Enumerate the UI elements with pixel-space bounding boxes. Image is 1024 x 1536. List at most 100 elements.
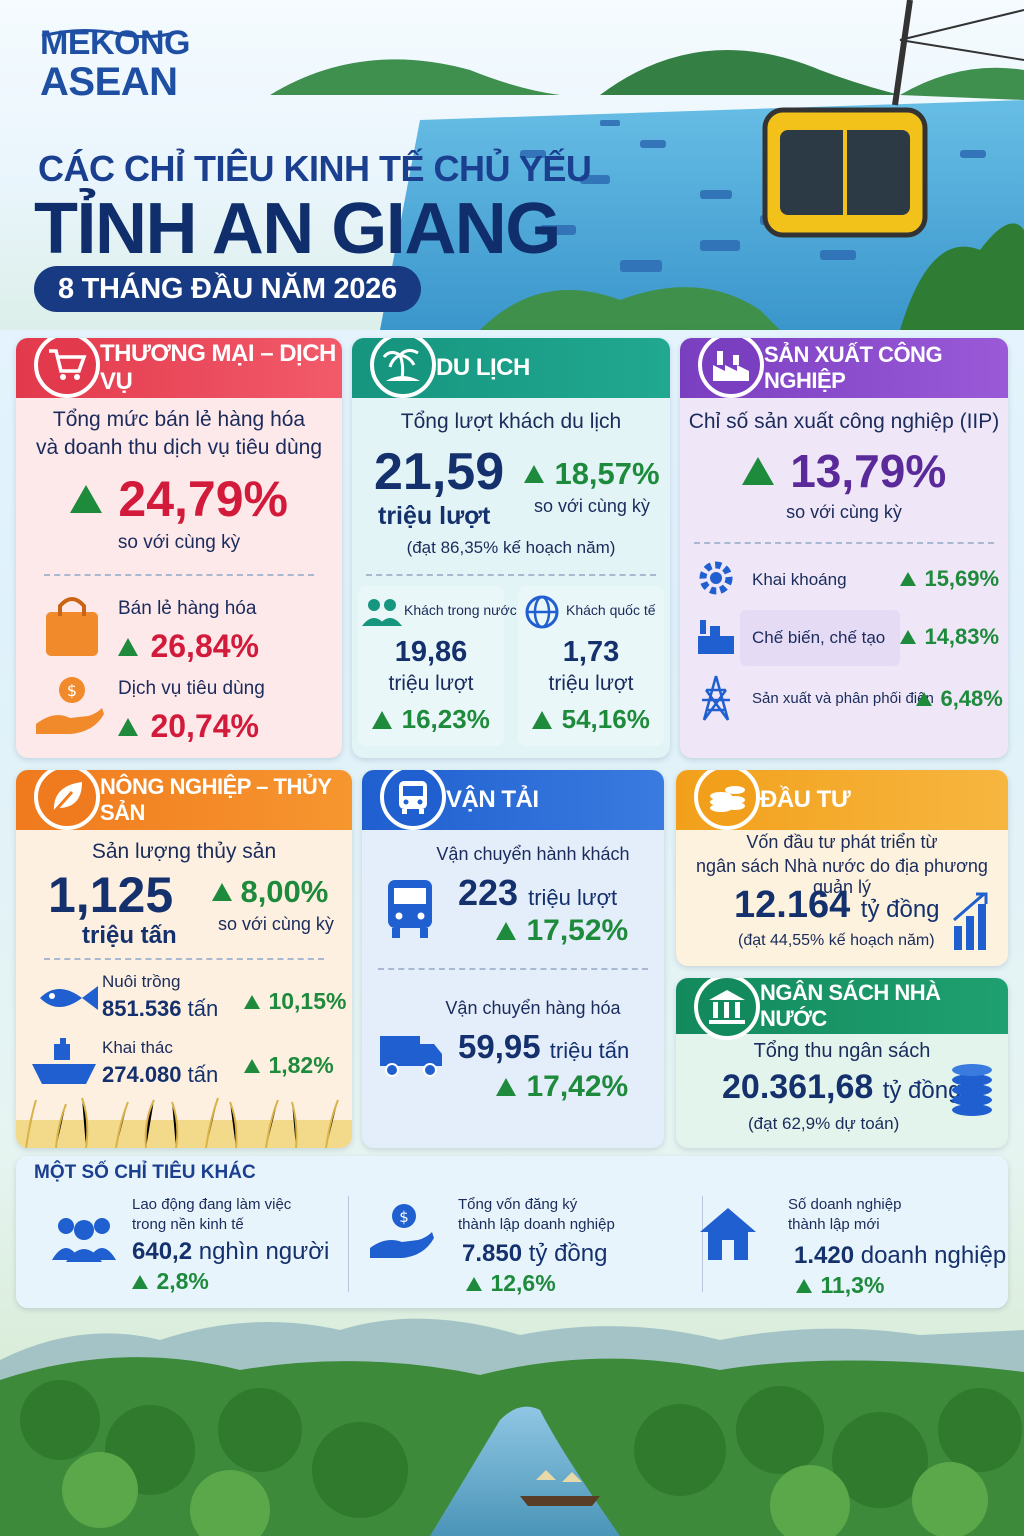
main-value: 24,79% [118,471,289,527]
card-title: DU LỊCH [436,354,530,381]
up-arrow-icon [118,637,138,656]
farm-label: Nuôi trồng [102,972,181,991]
row-highlight [740,610,900,666]
domestic-growth: 16,23% [401,704,490,734]
main-unit: triệu tấn [82,922,177,949]
capital-label-2: thành lập doanh nghiệp [458,1216,615,1233]
international-panel: Khách quốc tế 1,73 triệu lượt 54,16% [518,586,664,746]
labor-label-1: Lao động đang làm việc [132,1196,292,1213]
divider [366,574,656,576]
fishing-boat-icon [32,1038,96,1084]
hand-money-icon: $ [370,1204,434,1258]
retail-label: Bán lẻ hàng hóa [118,598,257,619]
label-2: ngân sách Nhà nước do địa phương quản lý [696,856,988,897]
main-value: 1,125 [48,867,174,923]
firms-growth: 11,3% [820,1272,885,1298]
domestic-label: Khách trong nước [404,602,517,618]
bank-icon [694,978,760,1040]
labor-label-2: trong nền kinh tế [132,1216,244,1233]
header-banner: MEKONG ASEAN CÁC CHỈ TIÊU KINH TẾ CHỦ YẾ… [0,0,1024,330]
growth-row: 18,57% [524,456,660,492]
cargo-growth: 17,42% [526,1070,629,1103]
seascape-illustration [270,0,1024,330]
growth-row: 8,00% [212,874,328,910]
people-group-icon [362,599,402,626]
intl-growth-row: 54,16% [518,704,664,735]
card-title: SẢN XUẤT CÔNG NGHIỆP [764,342,943,393]
growth-value: 18,57% [554,456,660,491]
cargo-label: Vận chuyển hàng hóa [445,998,621,1018]
industry-row-label: Khai khoáng [752,570,847,589]
capital-value: 7.850 [462,1240,523,1267]
up-arrow-icon [244,1058,260,1073]
catch-growth-row: 1,82% [244,1052,334,1079]
capital-growth: 12,6% [490,1270,556,1296]
main-label-2: và doanh thu dịch vụ tiêu dùng [35,436,323,459]
main-note: so với cùng kỳ [117,532,241,553]
up-arrow-icon [900,572,916,586]
cargo-unit: triệu tấn [549,1038,630,1063]
leaf-icon [34,770,100,830]
card-transport: VẬN TẢI Vận chuyển hành khách 223 triệu … [362,770,664,1148]
industry-row-value-row: 6,48% [916,686,1003,712]
intl-value: 1,73 [562,636,620,668]
cargo-value-row: 59,95 triệu tấn [458,1028,629,1066]
budget-value: 20.361,68 [722,1068,874,1106]
mangrove-river-illustration [0,1318,1024,1536]
catch-value: 274.080 [102,1062,182,1087]
card-state-budget: NGÂN SÁCH NHÀ NƯỚC Tổng thu ngân sách 20… [676,978,1008,1148]
brand-wave-icon [41,28,179,39]
capital-value-row: 7.850 tỷ đồng [462,1240,607,1268]
card-title: THƯƠNG MẠI – DỊCH VỤ [100,340,336,395]
farm-growth-row: 10,15% [244,988,346,1015]
service-label: Dịch vụ tiêu dùng [118,678,265,699]
farm-value: 851.536 [102,996,182,1021]
factory-icon [698,338,764,398]
up-arrow-icon [118,717,138,736]
main-label: Tổng lượt khách du lịch [400,410,622,433]
value-row: 12.164 tỷ đồng [734,884,940,927]
industry-row-label: Sản xuất và phân phối điện [752,690,934,707]
passenger-growth-row: 17,52% [496,914,628,948]
passenger-label: Vận chuyển hành khách [436,844,630,864]
bus-icon [380,770,446,830]
up-arrow-icon [532,710,553,729]
divider [44,958,324,960]
card-title: NGÂN SÁCH NHÀ NƯỚC [760,980,941,1031]
farm-growth: 10,15% [268,988,347,1014]
power-tower-icon [702,675,730,721]
intl-unit: triệu lượt [548,672,634,695]
workers-group-icon [52,1218,116,1262]
brand-line-2: ASEAN [40,60,178,104]
industry-row-value: 15,69% [924,566,1000,591]
intl-growth: 54,16% [561,704,650,734]
coins-icon [694,770,760,830]
industry-row-value: 6,48% [940,686,1003,711]
card-agriculture-fishery: NÔNG NGHIỆP – THỦY SẢN Sản lượng thủy sả… [16,770,352,1148]
rice-field-illustration [16,1097,352,1148]
house-icon [700,1208,756,1260]
industry-row-value-row: 14,83% [900,624,999,650]
domestic-value: 19,86 [394,636,468,668]
gear-icon [699,561,733,595]
catch-unit: tấn [187,1062,219,1087]
labor-value-row: 640,2 nghìn người [132,1238,329,1266]
growth-note: so với cùng kỳ [534,496,650,516]
divider [378,968,648,970]
hand-money-icon: $ [36,677,104,734]
main-value: 13,79% [790,445,947,497]
bar-growth-icon [953,892,988,950]
domestic-unit: triệu lượt [388,672,474,695]
card-trade-services: THƯƠNG MẠI – DỊCH VỤ Tổng mức bán lẻ hàn… [16,338,342,758]
divider [694,542,994,544]
passenger-unit: triệu lượt [528,885,618,910]
retail-value-row: 26,84% [118,628,259,665]
capital-growth-row: 12,6% [466,1270,556,1297]
brand-logo: MEKONG ASEAN [40,26,191,104]
cargo-growth-row: 17,42% [496,1070,628,1104]
card-other-indicators: MỘT SỐ CHỈ TIÊU KHÁC Lao động đang làm v… [16,1156,1008,1308]
farm-unit: tấn [187,996,219,1021]
capital-unit: tỷ đồng [528,1240,608,1267]
divider [702,1196,703,1292]
page-title: TỈNH AN GIANG [34,189,561,269]
